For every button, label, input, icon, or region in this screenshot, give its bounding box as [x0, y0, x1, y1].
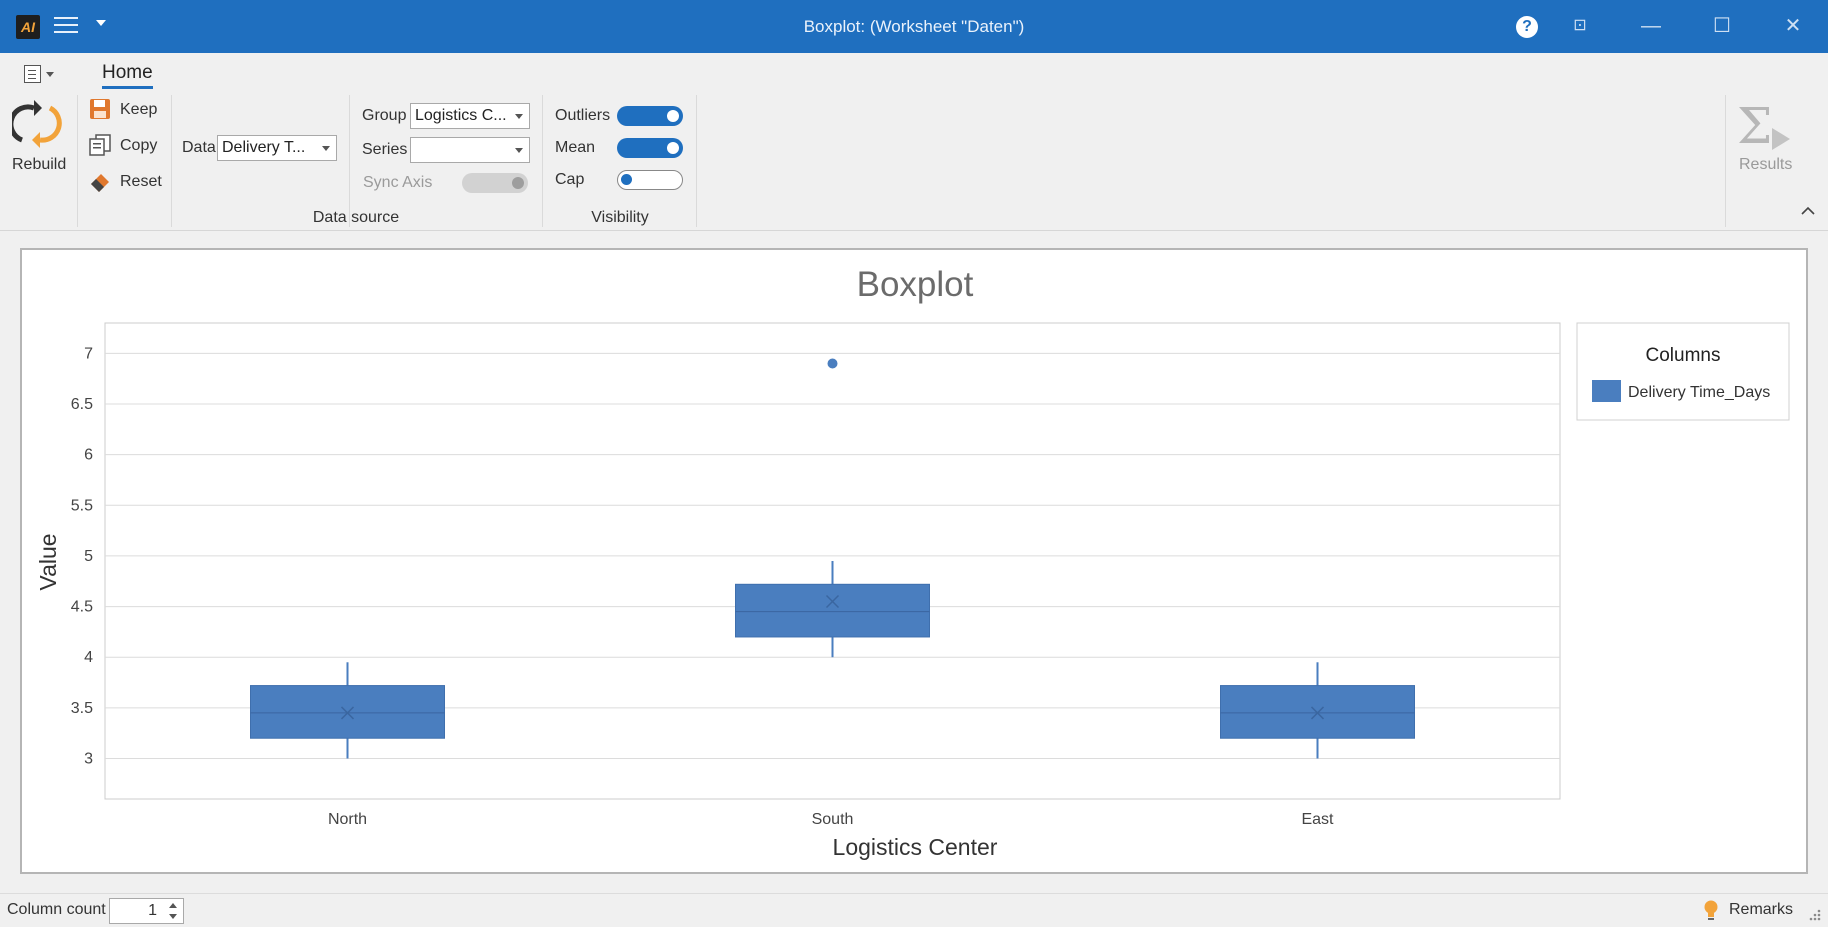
legend-swatch — [1592, 380, 1621, 402]
data-source-caption: Data source — [312, 209, 400, 226]
outlier-point — [827, 358, 838, 369]
resize-grip-icon[interactable] — [1806, 906, 1822, 922]
series-combo[interactable] — [410, 137, 530, 163]
box-body — [735, 583, 930, 638]
window-title: Boxplot: (Worksheet "Daten") — [803, 17, 1025, 36]
close-button[interactable]: ✕ — [1784, 15, 1802, 37]
sync-axis-label: Sync Axis — [363, 174, 433, 191]
data-combo[interactable]: Delivery T... — [217, 135, 337, 161]
results-button[interactable]: Results — [1739, 156, 1793, 173]
sync-axis-toggle[interactable] — [462, 173, 528, 193]
y-tick-label: 3 — [84, 750, 93, 767]
outliers-toggle[interactable] — [617, 106, 683, 126]
copy-button[interactable]: Copy — [120, 137, 158, 154]
group-label: Group — [362, 107, 407, 124]
x-tick-label: East — [1301, 811, 1334, 828]
x-axis-label: Logistics Center — [833, 834, 998, 860]
y-tick-label: 5 — [84, 548, 93, 565]
eraser-icon — [91, 174, 109, 192]
title-bar: AI Boxplot: (Worksheet "Daten") ? ⊡ — ☐ … — [0, 0, 1828, 53]
rebuild-icon[interactable] — [12, 100, 62, 148]
y-tick-label: 3.5 — [71, 700, 93, 717]
mean-label: Mean — [555, 139, 596, 156]
y-axis: 3 3.5 4 4.5 5 5.5 6 6.5 7 — [71, 345, 93, 767]
help-button[interactable]: ? — [1516, 16, 1538, 38]
y-tick-label: 6.5 — [71, 396, 93, 413]
copy-icon — [89, 134, 111, 156]
sigma-icon: Σ — [1737, 97, 1773, 155]
status-bar: Column count 1 Remarks — [0, 893, 1828, 927]
keep-button[interactable]: Keep — [120, 101, 158, 118]
spinner-up-icon[interactable] — [169, 903, 177, 908]
data-label: Data — [182, 139, 216, 156]
maximize-button[interactable]: ☐ — [1713, 15, 1731, 37]
x-tick-label: South — [812, 811, 854, 828]
rebuild-button[interactable]: Rebuild — [12, 156, 67, 173]
outliers-label: Outliers — [555, 107, 611, 124]
spinner-down-icon[interactable] — [169, 914, 177, 919]
legend-item-label: Delivery Time_Days — [1628, 384, 1770, 401]
boxplot-chart: Boxplot 3 3.5 4 4.5 5 5.5 6 6.5 7 North South East… — [35, 265, 1790, 860]
x-tick-label: North — [328, 811, 367, 828]
app-logo-icon[interactable]: AI — [16, 15, 40, 39]
y-tick-label: 7 — [84, 345, 93, 362]
collapse-ribbon-icon[interactable] — [1800, 203, 1816, 219]
group-combo[interactable]: Logistics C... — [410, 103, 530, 129]
cap-toggle[interactable] — [617, 170, 683, 190]
chart-panel: Boxplot 3 3.5 4 4.5 5 5.5 6 6.5 7 North South East… — [20, 248, 1808, 874]
y-tick-label: 4 — [84, 649, 93, 666]
legend: Columns Delivery Time_Days — [1576, 322, 1790, 421]
y-tick-label: 6 — [84, 447, 93, 464]
mean-toggle[interactable] — [617, 138, 683, 158]
file-menu-icon[interactable] — [24, 63, 56, 87]
save-icon — [90, 99, 110, 119]
y-tick-label: 4.5 — [71, 599, 93, 616]
box-mean-marker — [340, 706, 355, 720]
x-axis: North South East — [328, 811, 1334, 828]
y-axis-label: Value — [35, 533, 61, 590]
column-count-label: Column count — [7, 901, 106, 918]
y-tick-label: 5.5 — [71, 497, 93, 514]
visibility-caption: Visibility — [591, 209, 649, 226]
box-mean-marker — [1310, 706, 1325, 720]
reset-button[interactable]: Reset — [120, 173, 162, 190]
remarks-button[interactable]: Remarks — [1729, 901, 1794, 918]
boxplot-series — [250, 358, 1415, 759]
column-count-value: 1 — [148, 902, 157, 919]
results-arrow-icon — [1772, 128, 1790, 150]
quick-access-dropdown-icon[interactable] — [96, 20, 106, 26]
cap-label: Cap — [555, 171, 585, 188]
legend-title: Columns — [1646, 345, 1721, 366]
series-label: Series — [362, 141, 408, 158]
chart-title: Boxplot — [857, 265, 974, 304]
ribbon: Home Rebuild Keep Copy Reset Data Delive… — [0, 53, 1828, 231]
hamburger-menu-icon[interactable] — [54, 17, 78, 37]
pin-window-button[interactable]: ⊡ — [1573, 17, 1587, 34]
lightbulb-icon — [1704, 900, 1718, 920]
data-combo-value: Delivery T... — [222, 139, 306, 156]
minimize-button[interactable]: — — [1641, 15, 1661, 37]
column-count-spinner[interactable]: 1 — [109, 898, 184, 924]
group-combo-value: Logistics C... — [415, 107, 507, 124]
box-mean-marker — [825, 594, 840, 609]
tab-home[interactable]: Home — [102, 62, 153, 89]
